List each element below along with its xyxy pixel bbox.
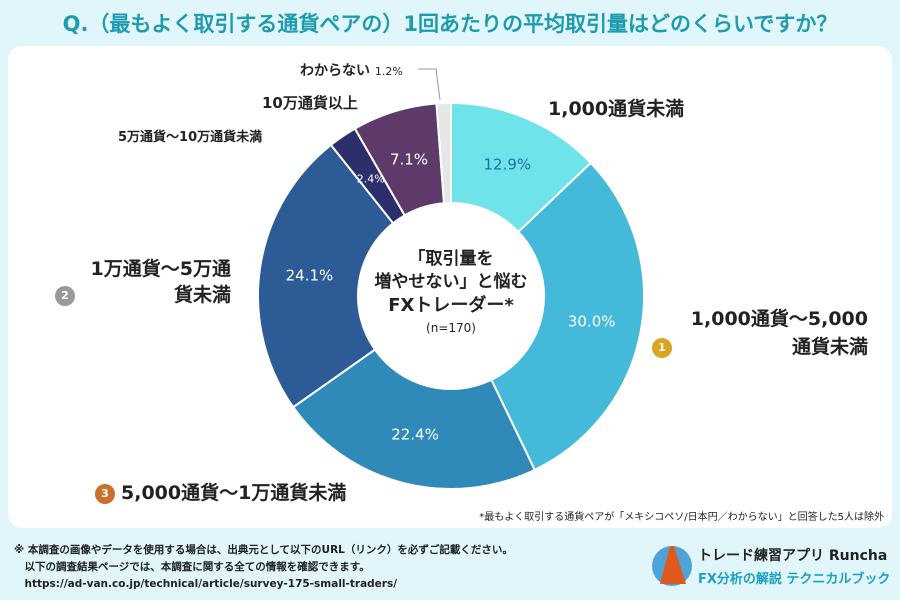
center-line: 増やせない」と悩む [374, 272, 528, 292]
bronze-medal-icon: 3 [95, 483, 115, 504]
center-line: FXトレーダー* [388, 295, 514, 316]
runcha-logo-icon [652, 546, 692, 586]
slice-2 [291, 348, 537, 490]
category-label: 5万通貨～10万通貨未満 [118, 130, 263, 145]
chart-title: Q.（最もよく取引する通貨ペアの）1回あたりの平均取引量はどのくらいですか？ [62, 12, 838, 36]
slice-3 [257, 143, 395, 409]
category-label: 10万通貨以上 [262, 94, 358, 112]
category-label: わからない 1.2% [300, 60, 403, 80]
center-label: 「取引量を 増やせない」と悩む FXトレーダー* (n=170) [361, 248, 541, 340]
category-label-2: 3 5,000通貨～1万通貨未満 [95, 480, 346, 506]
slice-6 [435, 101, 452, 205]
source-url-link[interactable]: https://ad-van.co.jp/technical/article/s… [14, 578, 398, 590]
category-label-3: 2 1万通貨～5万通貨未満 [55, 256, 231, 308]
category-text: わからない [300, 63, 370, 79]
silver-medal-icon: 2 [55, 285, 75, 306]
footer-line: 以下の調査結果ページでは、本調査に関する全ての情報を確認できます。 [14, 561, 370, 573]
category-label-1: 1 1,000通貨～5,000通貨未満 [652, 305, 868, 361]
value-label: 7.1% [390, 150, 428, 168]
value-label: 12.9% [483, 156, 531, 174]
category-text: 1,000通貨～5,000通貨未満 [690, 308, 868, 358]
category-text: 5,000通貨～1万通貨未満 [121, 482, 347, 504]
logo-title: トレード練習アプリ Runcha [698, 548, 888, 564]
category-text: 1万通貨～5万通貨未満 [90, 258, 231, 306]
center-n: (n=170) [426, 321, 476, 335]
value-label: 1.2% [374, 65, 403, 78]
value-label: 2.4% [357, 173, 385, 186]
footer-line: ※ 本調査の画像やデータを使用する場合は、出典元として以下のURL（リンク）を必… [14, 544, 513, 556]
value-label: 22.4% [391, 425, 439, 443]
logo-subtitle: FX分析の解説 テクニカルブック [698, 572, 891, 587]
leader-line [418, 68, 441, 101]
value-label: 24.1% [286, 267, 334, 285]
center-line: 「取引量を [408, 249, 494, 269]
footer-notice: ※ 本調査の画像やデータを使用する場合は、出典元として以下のURL（リンク）を必… [14, 542, 513, 593]
value-label: 30.0% [568, 313, 616, 331]
footnote: *最もよく取引する通貨ペアが「メキシコペソ/日本円／わからない」と回答した5人は… [479, 512, 884, 523]
category-label: 1,000通貨未満 [548, 98, 685, 120]
gold-medal-icon: 1 [652, 337, 672, 358]
slice-1 [490, 161, 645, 472]
